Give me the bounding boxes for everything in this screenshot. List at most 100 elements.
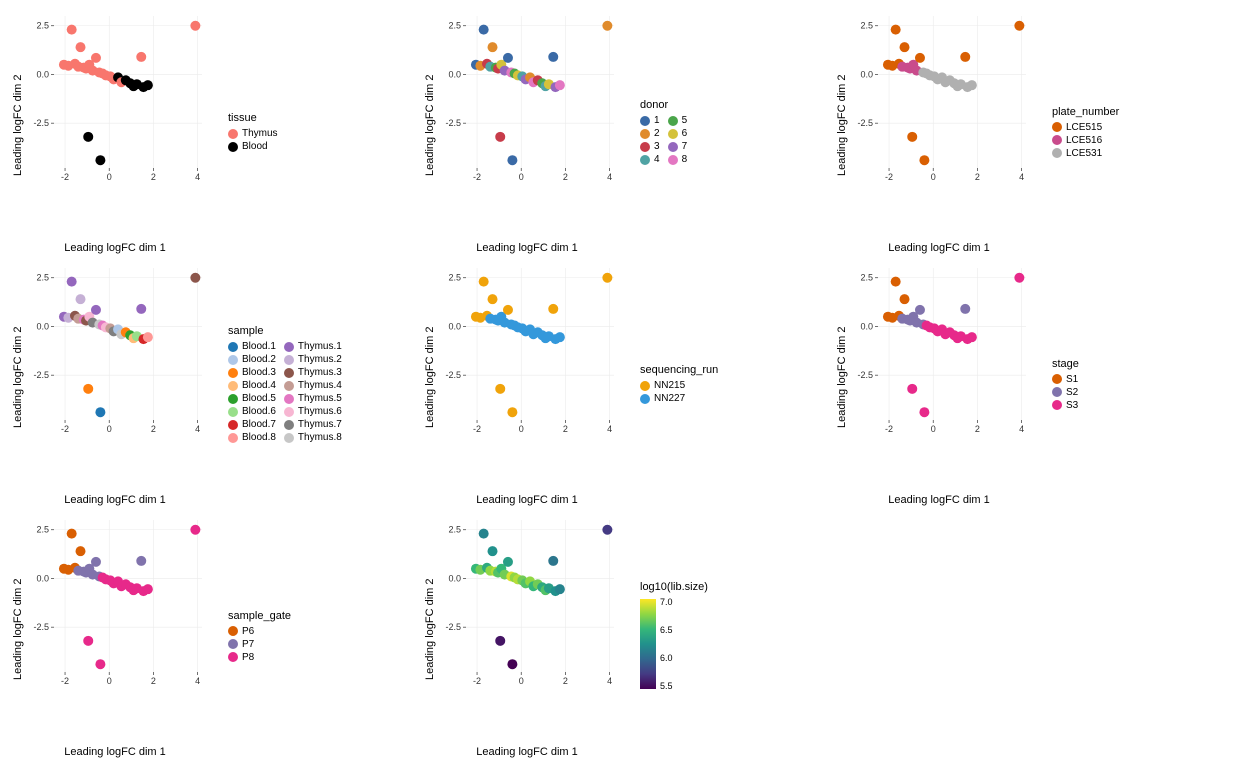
legend-label: 6 xyxy=(682,128,688,139)
scatter-point xyxy=(1014,273,1024,283)
svg-text:2: 2 xyxy=(151,424,156,434)
panel: Leading logFC dim 2 -2024-2.50.02.5 Lead… xyxy=(422,262,826,506)
legend-label: 7 xyxy=(682,141,688,152)
scatter-point xyxy=(1014,21,1024,31)
legend-label: Blood.6 xyxy=(242,406,276,417)
legend-label: Thymus xyxy=(242,128,278,139)
x-axis-label: Leading logFC dim 1 xyxy=(834,240,1044,254)
legend-item: P7 xyxy=(228,639,414,650)
scatter-grid: Leading logFC dim 2 -2024-2.50.02.5 Lead… xyxy=(10,10,1238,758)
legend-item: P6 xyxy=(228,626,414,637)
legend: stage S1S2S3 xyxy=(1044,262,1238,506)
scatter-plot: -2024-2.50.02.5 xyxy=(850,262,1030,442)
scatter-point xyxy=(190,525,200,535)
svg-text:2.5: 2.5 xyxy=(36,525,49,535)
svg-text:2.5: 2.5 xyxy=(448,525,461,535)
legend-item: 1 xyxy=(640,115,660,126)
legend: sample Blood.1Blood.2Blood.3Blood.4Blood… xyxy=(220,262,414,506)
panel: Leading logFC dim 2 -2024-2.50.02.5 Lead… xyxy=(10,262,414,506)
legend: sequencing_run NN215NN227 xyxy=(632,262,826,506)
legend-item: S1 xyxy=(1052,374,1238,385)
legend-label: NN215 xyxy=(654,380,685,391)
x-axis-label: Leading logFC dim 1 xyxy=(422,744,632,758)
svg-text:-2: -2 xyxy=(61,424,69,434)
scatter-point xyxy=(900,42,910,52)
scatter-point xyxy=(143,332,153,342)
scatter-point xyxy=(67,25,77,35)
svg-text:-2: -2 xyxy=(61,172,69,182)
svg-text:-2.5: -2.5 xyxy=(445,622,461,632)
x-axis-label: Leading logFC dim 1 xyxy=(422,492,632,506)
panel xyxy=(834,514,1238,758)
scatter-point xyxy=(143,584,153,594)
legend-label: Blood xyxy=(242,141,268,152)
legend-label: Blood.8 xyxy=(242,432,276,443)
svg-text:-2: -2 xyxy=(61,676,69,686)
legend-label: 2 xyxy=(654,128,660,139)
legend-label: Blood.7 xyxy=(242,419,276,430)
scatter-point xyxy=(967,80,977,90)
legend-item: 4 xyxy=(640,154,660,165)
legend-item: Thymus.8 xyxy=(284,432,342,443)
svg-text:4: 4 xyxy=(607,676,612,686)
scatter-point xyxy=(190,21,200,31)
scatter-point xyxy=(503,53,513,63)
legend-label: S2 xyxy=(1066,387,1078,398)
svg-text:4: 4 xyxy=(195,676,200,686)
legend-item: Thymus.3 xyxy=(284,367,342,378)
plot-area: -2024-2.50.02.5 xyxy=(850,262,1044,492)
x-axis-label: Leading logFC dim 1 xyxy=(10,240,220,254)
legend-item: Blood.8 xyxy=(228,432,276,443)
scatter-point xyxy=(67,277,77,287)
scatter-plot: -2024-2.50.02.5 xyxy=(438,514,618,694)
legend-item: NN215 xyxy=(640,380,826,391)
legend-label: Thymus.5 xyxy=(298,393,342,404)
svg-text:0.0: 0.0 xyxy=(448,321,461,331)
scatter-point xyxy=(495,384,505,394)
svg-text:2: 2 xyxy=(563,172,568,182)
scatter-plot: -2024-2.50.02.5 xyxy=(438,262,618,442)
scatter-point xyxy=(488,42,498,52)
svg-text:0: 0 xyxy=(931,172,936,182)
x-axis-label: Leading logFC dim 1 xyxy=(10,492,220,506)
legend-item: 2 xyxy=(640,128,660,139)
svg-text:-2: -2 xyxy=(473,424,481,434)
y-axis-label: Leading logFC dim 2 xyxy=(834,262,850,492)
legend-label: Blood.4 xyxy=(242,380,276,391)
plot-area: -2024-2.50.02.5 xyxy=(26,262,220,492)
legend-item: 3 xyxy=(640,141,660,152)
scatter-point xyxy=(548,52,558,62)
scatter-point xyxy=(915,305,925,315)
scatter-point xyxy=(907,132,917,142)
scatter-point xyxy=(960,52,970,62)
colorbar xyxy=(640,599,656,689)
scatter-point xyxy=(919,407,929,417)
legend-label: Thymus.8 xyxy=(298,432,342,443)
scatter-point xyxy=(91,53,101,63)
svg-text:2.5: 2.5 xyxy=(448,273,461,283)
scatter-point xyxy=(507,659,517,669)
plot-area: -2024-2.50.02.5 xyxy=(26,10,220,240)
legend: plate_number LCE515LCE516LCE531 xyxy=(1044,10,1238,254)
legend-item: 8 xyxy=(668,154,688,165)
scatter-point xyxy=(495,132,505,142)
svg-text:-2.5: -2.5 xyxy=(857,118,873,128)
legend-label: P7 xyxy=(242,639,254,650)
plot-area: -2024-2.50.02.5 xyxy=(438,514,632,744)
y-axis-label: Leading logFC dim 2 xyxy=(834,10,850,240)
scatter-plot: -2024-2.50.02.5 xyxy=(850,10,1030,190)
legend-label: 5 xyxy=(682,115,688,126)
svg-text:-2.5: -2.5 xyxy=(33,622,49,632)
scatter-point xyxy=(136,556,146,566)
legend-label: LCE515 xyxy=(1066,122,1102,133)
legend-label: Thymus.2 xyxy=(298,354,342,365)
scatter-point xyxy=(967,332,977,342)
svg-text:0: 0 xyxy=(107,676,112,686)
legend-label: Blood.5 xyxy=(242,393,276,404)
svg-text:-2: -2 xyxy=(473,172,481,182)
y-axis-label: Leading logFC dim 2 xyxy=(10,10,26,240)
y-axis-label: Leading logFC dim 2 xyxy=(422,514,438,744)
svg-text:0.0: 0.0 xyxy=(860,69,873,79)
svg-text:2.5: 2.5 xyxy=(860,21,873,31)
scatter-point xyxy=(891,25,901,35)
